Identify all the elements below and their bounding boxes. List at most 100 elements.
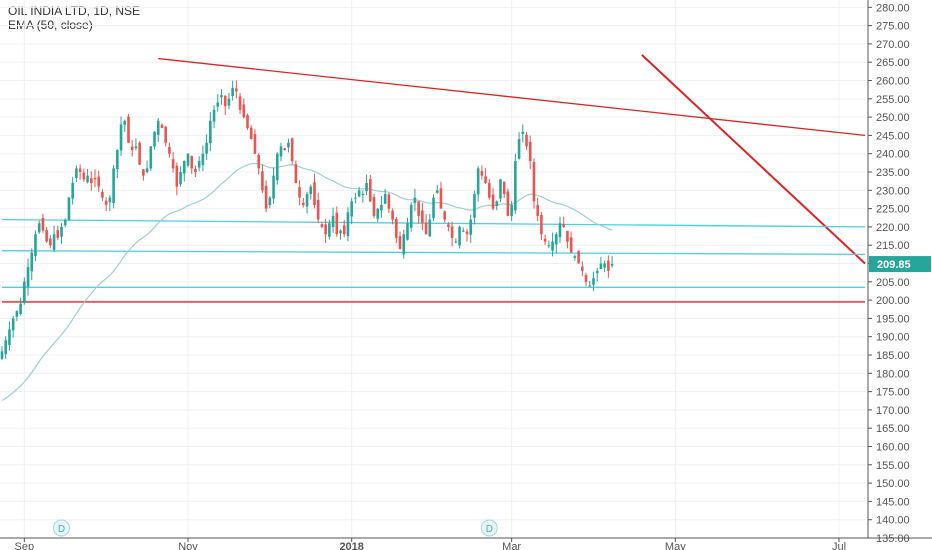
- price-tick-label: 260.00: [876, 76, 910, 88]
- price-tick-label: 155.00: [876, 460, 910, 472]
- candle-body: [216, 102, 220, 107]
- candle-body: [37, 223, 41, 233]
- candle-body: [554, 234, 558, 245]
- price-tick-label: 170.00: [876, 405, 910, 417]
- dividend-marker-label: D: [486, 524, 493, 535]
- candle-body: [205, 142, 208, 154]
- candle-body: [521, 131, 525, 134]
- candle-body: [569, 237, 573, 253]
- candle-body: [89, 178, 93, 183]
- candle-body: [480, 171, 484, 176]
- candle-body: [123, 120, 127, 125]
- candle-body: [610, 264, 614, 266]
- candle-body: [368, 178, 372, 202]
- dividend-marker[interactable]: [53, 519, 71, 537]
- candle-body: [4, 340, 8, 355]
- candle-body: [476, 168, 480, 195]
- time-tick-label: Mar: [502, 541, 521, 550]
- candle-body: [97, 176, 101, 187]
- time-tick-label: May: [665, 541, 686, 550]
- candle-body: [324, 224, 327, 235]
- candle-body: [398, 236, 402, 249]
- trendline-downtrend-top[interactable]: [158, 57, 866, 137]
- candle-body: [249, 127, 253, 140]
- candle-body: [517, 139, 521, 159]
- candle-body: [361, 193, 365, 195]
- trendline-downtrend-recent[interactable]: [641, 54, 866, 265]
- candle-body: [465, 231, 469, 235]
- candle-body: [86, 175, 89, 183]
- candle-body: [242, 104, 246, 118]
- candle-body: [71, 182, 74, 199]
- candle-body: [275, 153, 279, 181]
- candle-body: [566, 230, 569, 242]
- candle-body: [104, 200, 108, 205]
- candle-body: [134, 146, 138, 149]
- candle-body: [581, 266, 584, 271]
- candle-body: [547, 245, 551, 247]
- candle-body: [588, 285, 592, 287]
- last-price-badge: 209.85: [869, 256, 931, 273]
- candle-body: [357, 190, 361, 197]
- price-tick-label: 255.00: [876, 94, 910, 106]
- candle-body: [599, 263, 603, 270]
- candle-body: [212, 109, 216, 122]
- candle-body: [573, 256, 577, 258]
- candle-body: [372, 197, 376, 216]
- candle-body: [607, 260, 610, 271]
- time-tick-label: 2018: [339, 541, 363, 550]
- candle-body: [413, 197, 417, 204]
- candle-body: [536, 204, 539, 216]
- candle-body: [164, 126, 167, 143]
- candle-body: [19, 303, 22, 314]
- price-tick-label: 275.00: [876, 21, 910, 33]
- candle-body: [257, 154, 260, 169]
- candle-body: [78, 168, 82, 173]
- price-tick-label: 145.00: [876, 496, 910, 508]
- candle-body: [197, 161, 201, 168]
- time-axis[interactable]: Sep Nov 2018 Mar May Jul: [15, 538, 847, 550]
- candle-body: [584, 275, 588, 282]
- candle-body: [290, 138, 294, 162]
- price-tick-label: 265.00: [876, 57, 910, 69]
- trend-lines[interactable]: [1, 54, 866, 303]
- trendline-support-cyan-2[interactable]: [1, 250, 866, 256]
- candle-body: [11, 318, 15, 331]
- price-tick-label: 185.00: [876, 350, 910, 362]
- candle-body: [558, 223, 562, 238]
- candle-body: [328, 223, 331, 237]
- candle-body: [484, 176, 487, 183]
- candle-body: [261, 171, 264, 191]
- price-tick-label: 235.00: [876, 167, 910, 179]
- candle-body: [528, 141, 532, 162]
- candle-body: [409, 204, 413, 228]
- candle-body: [190, 155, 194, 169]
- candle-body: [499, 179, 502, 199]
- candle-body: [264, 185, 268, 209]
- candle-body: [577, 250, 580, 264]
- candle-body: [179, 172, 182, 185]
- candle-body: [495, 201, 499, 207]
- candle-body: [417, 201, 420, 216]
- candle-body: [138, 142, 141, 165]
- candle-body: [279, 146, 283, 157]
- price-tick-label: 205.00: [876, 277, 910, 289]
- candle-body: [458, 226, 461, 246]
- candle-body: [320, 224, 324, 227]
- candle-body: [116, 150, 119, 170]
- price-axis-bg[interactable]: [868, 0, 932, 550]
- trendline-support-cyan-1[interactable]: [1, 218, 866, 228]
- candle-body: [331, 215, 335, 227]
- candle-body: [432, 197, 435, 219]
- candle-body: [52, 234, 56, 250]
- candle-body: [402, 234, 406, 255]
- candle-body: [246, 115, 249, 129]
- candle-body: [502, 181, 506, 194]
- candle-body: [283, 148, 287, 151]
- candle-body: [354, 197, 357, 199]
- dividend-marker[interactable]: [480, 519, 498, 537]
- candle-body: [298, 187, 301, 198]
- price-tick-label: 280.00: [876, 2, 910, 14]
